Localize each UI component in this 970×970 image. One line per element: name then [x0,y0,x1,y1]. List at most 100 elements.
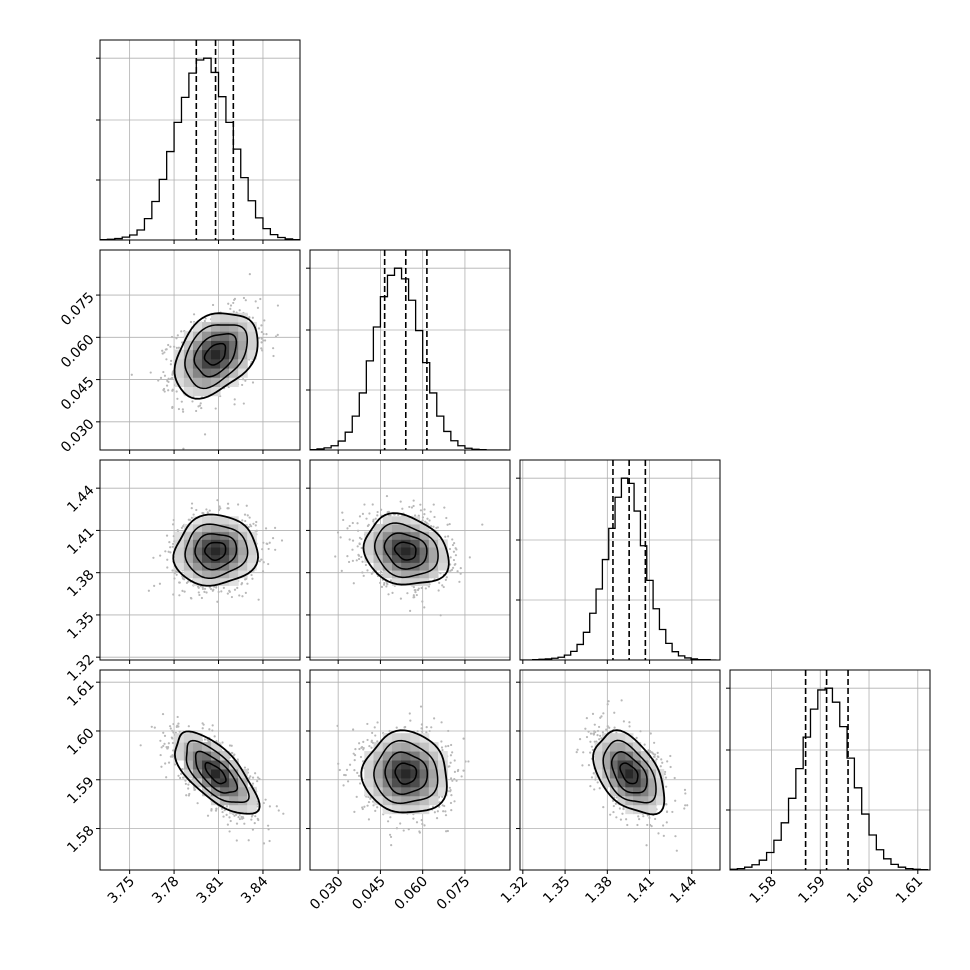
sample-point [167,343,170,347]
y-tick-label: 1.58 [64,823,97,856]
sample-point [165,358,168,361]
density-cell [238,562,248,571]
sample-point [436,810,439,813]
density-cell [625,742,634,752]
sample-point [163,734,167,737]
sample-point [361,560,364,563]
sample-point [173,540,176,543]
sample-point [228,744,232,747]
sample-point [450,794,453,797]
density-cell [609,760,619,770]
sample-point [162,388,165,392]
sample-point [664,770,667,774]
sample-point [170,736,173,739]
sample-point [358,782,362,785]
density-cell [428,751,439,761]
sample-point [389,579,393,582]
density-cell [428,554,439,563]
density-cell [183,562,194,571]
density-cell [229,777,239,788]
sample-point [399,597,403,600]
density-cell [640,804,649,815]
sample-point [238,817,242,821]
sample-point [440,746,444,749]
density-cell [410,786,421,797]
density-cell [229,768,239,779]
y-tick-label: 0.060 [58,332,98,372]
density-cell [192,777,203,788]
density-cell [401,795,411,806]
contour-1 [194,533,238,571]
density-cell [247,340,257,351]
sample-point [267,562,270,566]
sample-point [606,703,609,706]
sample-point [199,402,202,405]
density-cell [229,804,239,815]
sample-point [251,381,255,384]
sample-point [420,819,423,822]
sample-point [190,502,194,505]
sample-point [410,506,414,509]
sample-point [254,300,257,303]
density-cell [183,377,194,387]
sample-point [201,511,204,515]
density-cell [211,321,221,332]
sample-point [448,786,451,789]
density-cell [220,562,230,571]
density-cell [602,760,611,770]
density-cell [201,340,212,351]
density-cell [373,795,384,806]
density-cell [220,786,230,797]
sample-point [159,753,162,757]
density-cell [238,768,248,779]
density-cell [617,733,626,743]
y-tick-label: 0.045 [58,374,98,414]
sample-point [218,505,221,508]
density-cell [220,368,230,378]
sample-point [381,573,384,576]
sample-point [254,772,257,775]
density-cell [229,523,239,533]
density-cell [238,547,248,556]
sample-point [241,519,244,522]
density-cell [373,547,384,556]
sample-point [247,839,250,842]
sample-point [448,522,451,526]
sample-point [254,524,257,527]
sample-point [227,507,230,510]
sample-point [258,777,261,781]
density-cell [192,377,203,387]
sample-point [161,712,165,716]
sample-point [232,754,235,757]
density-cell [632,786,642,797]
density-cell [192,577,203,586]
sample-point [596,781,599,784]
density-cell [211,547,221,556]
density-cell [192,368,203,378]
sample-point [436,526,439,529]
density-cell [632,760,642,770]
sample-point [353,759,356,762]
density-cell [428,562,439,571]
density-cell [238,795,248,806]
panel-frame [519,669,721,871]
density-cell [373,751,384,761]
sample-point [260,347,263,350]
sample-point [358,536,362,539]
density-cell [382,547,393,556]
sample-point [159,376,163,379]
sample-point [257,805,260,808]
density-cell [201,777,212,788]
sample-point [268,541,271,544]
sample-point [192,513,195,516]
sample-point [413,588,416,592]
sample-point [359,755,363,759]
sample-point [408,712,411,715]
sample-point [403,726,406,729]
sample-point [449,790,452,793]
density-cell [438,547,448,556]
density-cell [625,733,634,743]
sample-point [187,725,190,728]
density-cell [364,760,375,770]
sample-point [165,348,168,351]
